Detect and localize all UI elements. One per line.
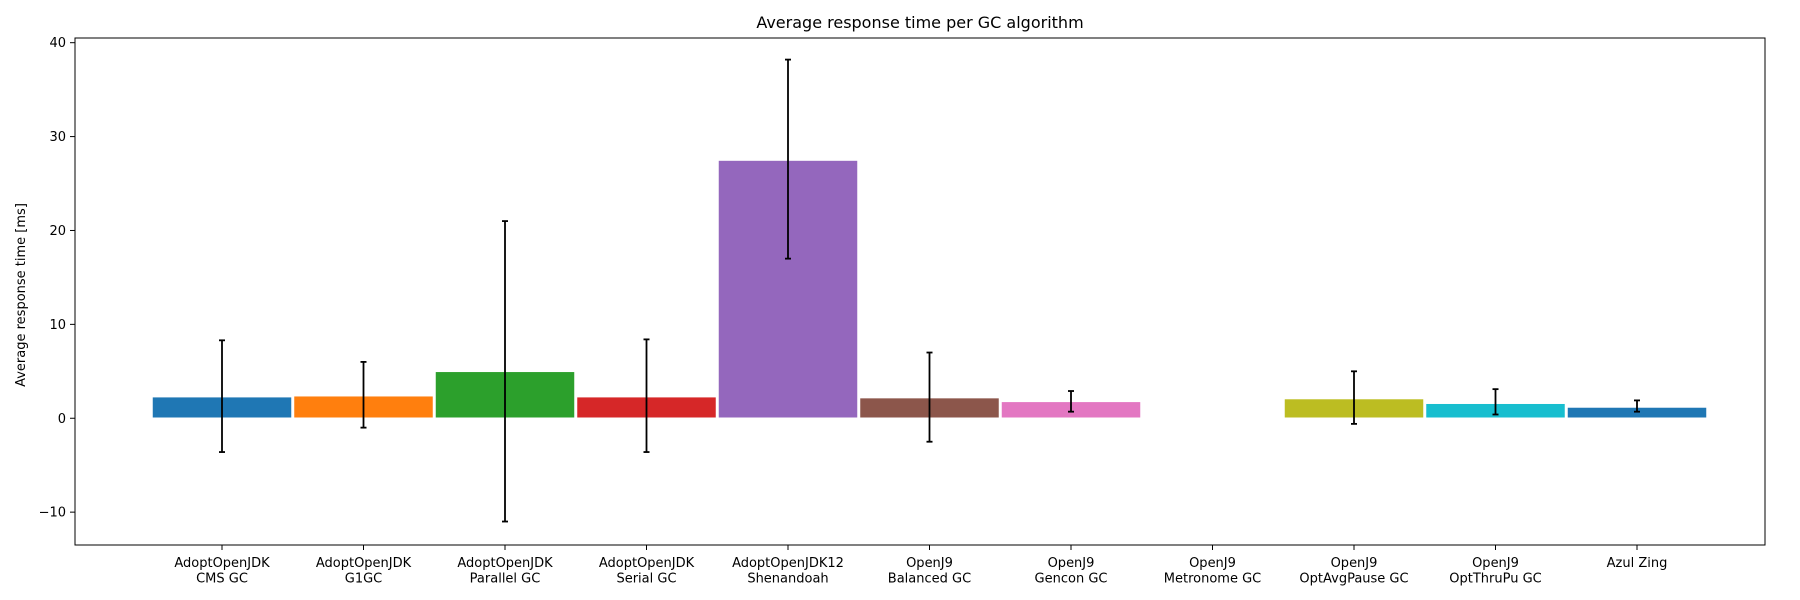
x-tick-label: Shenandoah <box>747 572 828 587</box>
error-bar <box>785 58 791 260</box>
plot-frame <box>74 37 1766 546</box>
error-bar <box>926 351 933 443</box>
error-bar <box>502 220 508 523</box>
y-tick-label: 10 <box>49 318 66 333</box>
x-tick-label: Parallel GC <box>470 572 541 587</box>
error-bar <box>219 339 225 453</box>
x-tick-label: Gencon GC <box>1035 572 1108 587</box>
x-tick-label: OpenJ9 <box>1472 556 1519 571</box>
x-tick-label: OpenJ9 <box>1189 556 1236 571</box>
chart-title: Average response time per GC algorithm <box>756 13 1083 32</box>
y-tick-label: 30 <box>49 130 66 145</box>
error-bar <box>360 361 367 429</box>
error-bar <box>643 338 650 453</box>
error-bars-group <box>219 58 1640 523</box>
x-tick-label: OptThruPu GC <box>1449 572 1541 587</box>
x-tick-label: AdoptOpenJDK <box>457 556 553 571</box>
x-tick-label: Balanced GC <box>888 572 971 587</box>
y-tick-label: −10 <box>39 506 66 521</box>
error-bar <box>1351 370 1357 425</box>
x-tick-label: Metronome GC <box>1164 572 1261 587</box>
y-axis-label: Average response time [ms] <box>14 203 29 387</box>
error-bar <box>1068 390 1074 413</box>
x-tick-label: OpenJ9 <box>1331 556 1378 571</box>
y-tick-label: 40 <box>49 36 66 51</box>
y-tick-label: 0 <box>58 412 66 427</box>
x-tick-label: AdoptOpenJDK <box>316 556 412 571</box>
x-tick-label: OptAvgPause GC <box>1299 572 1408 587</box>
y-axis: −10 0 10 20 30 40 <box>39 36 75 521</box>
x-tick-label: AdoptOpenJDK12 <box>732 556 844 571</box>
x-tick-label: OpenJ9 <box>1048 556 1095 571</box>
x-tick-label: AdoptOpenJDK <box>599 556 695 571</box>
y-tick-label: 20 <box>49 224 66 239</box>
x-tick-label: Serial GC <box>616 572 676 587</box>
error-bar <box>1634 399 1640 413</box>
x-tick-label: Azul Zing <box>1607 556 1668 571</box>
error-bar <box>1492 388 1499 416</box>
x-tick-label: CMS GC <box>196 572 248 587</box>
x-tick-label: AdoptOpenJDK <box>174 556 270 571</box>
x-tick-label: G1GC <box>345 572 383 587</box>
x-tick-label: OpenJ9 <box>906 556 953 571</box>
